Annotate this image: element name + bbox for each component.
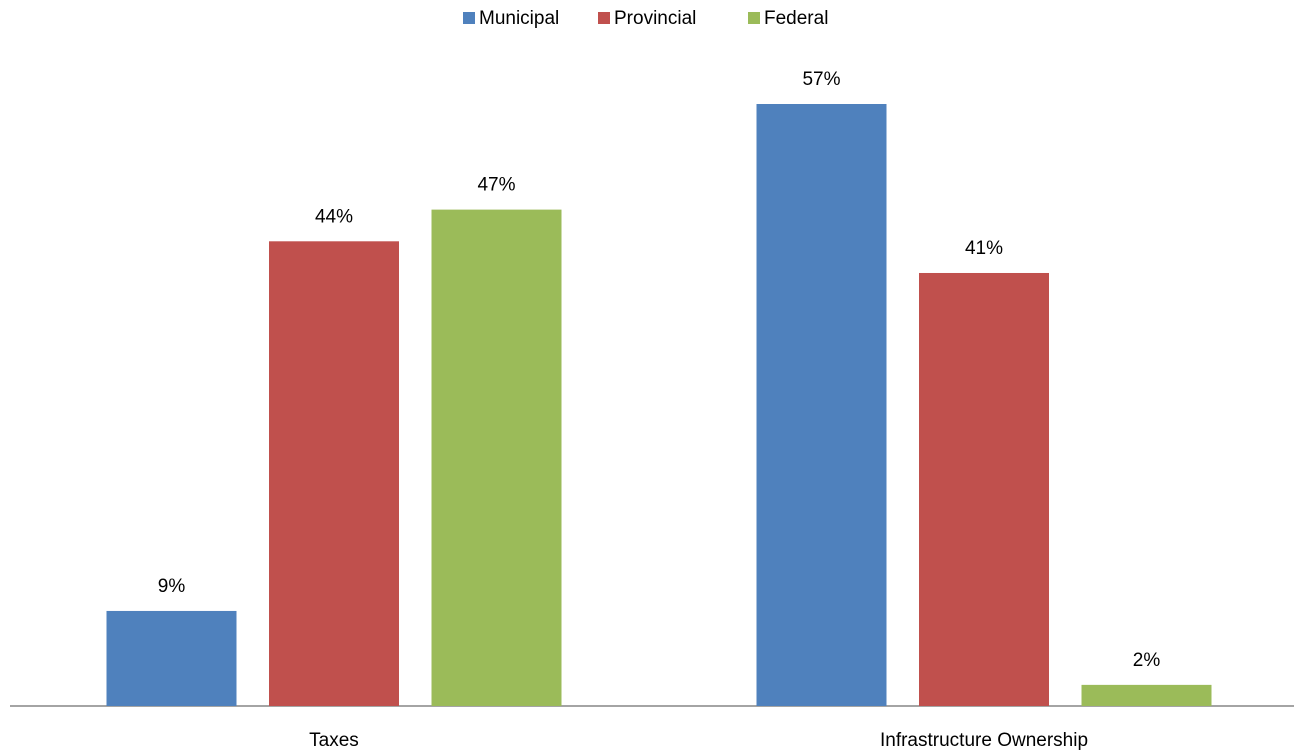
bar: [269, 241, 399, 706]
x-tick-label: Taxes: [309, 730, 359, 751]
bar: [756, 104, 887, 706]
x-tick-label: Infrastructure Ownership: [880, 730, 1088, 751]
legend-label: Federal: [764, 8, 828, 29]
legend-swatch: [748, 12, 760, 24]
legend-swatch: [463, 12, 475, 24]
value-label: 47%: [477, 175, 515, 196]
value-label: 57%: [802, 69, 840, 90]
legend-label: Provincial: [614, 8, 696, 29]
legend-swatch: [598, 12, 610, 24]
value-label: 44%: [315, 206, 353, 227]
value-label: 9%: [158, 576, 186, 597]
bar: [1081, 684, 1212, 706]
value-label: 2%: [1133, 650, 1161, 671]
legend-label: Municipal: [479, 8, 559, 29]
bar: [106, 610, 237, 706]
bar: [919, 272, 1049, 706]
value-label: 41%: [965, 238, 1003, 259]
bar: [431, 209, 562, 707]
